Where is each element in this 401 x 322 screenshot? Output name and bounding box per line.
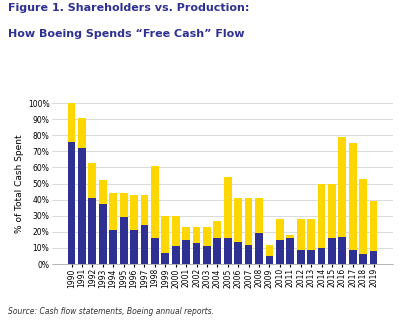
Bar — [99, 204, 107, 264]
Bar — [265, 256, 273, 264]
Bar — [265, 245, 273, 256]
Bar — [349, 250, 356, 264]
Bar — [370, 201, 377, 251]
Bar — [276, 240, 284, 264]
Bar — [224, 238, 232, 264]
Bar — [151, 238, 159, 264]
Bar — [120, 193, 128, 217]
Bar — [338, 237, 346, 264]
Bar — [286, 235, 294, 238]
Bar — [192, 243, 200, 264]
Y-axis label: % of Total Cash Spent: % of Total Cash Spent — [14, 134, 24, 233]
Bar — [307, 250, 315, 264]
Bar — [182, 227, 190, 240]
Bar — [255, 233, 263, 264]
Text: How Boeing Spends “Free Cash” Flow: How Boeing Spends “Free Cash” Flow — [8, 29, 245, 39]
Bar — [89, 198, 96, 264]
Bar — [109, 193, 117, 230]
Bar — [151, 166, 159, 238]
Bar — [99, 180, 107, 204]
Bar — [245, 245, 253, 264]
Bar — [276, 219, 284, 240]
Bar — [213, 238, 221, 264]
Bar — [161, 253, 169, 264]
Bar — [78, 148, 86, 264]
Bar — [89, 163, 96, 198]
Bar — [203, 246, 211, 264]
Text: Figure 1. Shareholders vs. Production:: Figure 1. Shareholders vs. Production: — [8, 3, 249, 13]
Bar — [140, 225, 148, 264]
Bar — [286, 238, 294, 264]
Bar — [172, 216, 180, 246]
Bar — [130, 195, 138, 230]
Bar — [297, 250, 305, 264]
Bar — [328, 184, 336, 238]
Bar — [297, 219, 305, 250]
Bar — [349, 143, 356, 250]
Bar — [359, 179, 367, 254]
Bar — [130, 230, 138, 264]
Bar — [203, 227, 211, 246]
Bar — [318, 248, 325, 264]
Bar — [120, 217, 128, 264]
Text: Source: Cash flow statements, Boeing annual reports.: Source: Cash flow statements, Boeing ann… — [8, 307, 214, 316]
Bar — [328, 238, 336, 264]
Bar — [224, 177, 232, 238]
Bar — [192, 227, 200, 243]
Bar — [78, 118, 86, 148]
Bar — [213, 221, 221, 238]
Bar — [109, 230, 117, 264]
Bar — [338, 137, 346, 237]
Bar — [68, 142, 75, 264]
Bar — [318, 184, 325, 248]
Bar — [245, 198, 253, 245]
Bar — [161, 216, 169, 253]
Bar — [359, 254, 367, 264]
Bar — [234, 198, 242, 242]
Bar — [307, 219, 315, 250]
Bar — [68, 103, 75, 142]
Bar — [370, 251, 377, 264]
Bar — [255, 198, 263, 233]
Bar — [234, 242, 242, 264]
Bar — [182, 240, 190, 264]
Bar — [172, 246, 180, 264]
Bar — [140, 195, 148, 225]
